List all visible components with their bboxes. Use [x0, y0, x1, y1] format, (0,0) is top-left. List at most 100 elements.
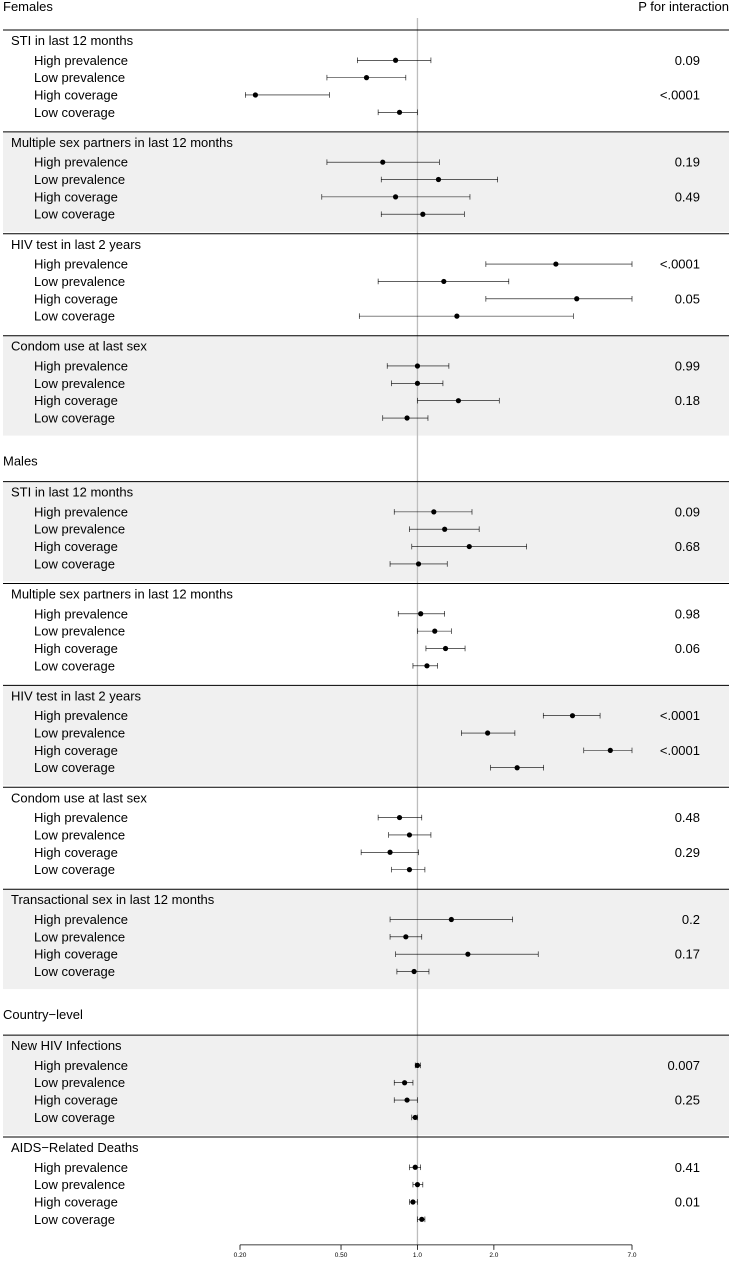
- point-estimate: [569, 713, 576, 719]
- p-value: 0.49: [675, 189, 700, 204]
- section-title: Multiple sex partners in last 12 months: [11, 135, 233, 150]
- row-label: Low prevalence: [34, 522, 125, 537]
- point-estimate: [454, 313, 460, 319]
- point-estimate: [485, 730, 491, 736]
- row-label: Low coverage: [34, 862, 115, 877]
- row-label: Low coverage: [34, 760, 115, 775]
- section-title: Condom use at last sex: [11, 790, 147, 805]
- p-value: 0.09: [675, 504, 700, 519]
- row-label: High coverage: [34, 189, 118, 204]
- point-estimate: [412, 1164, 418, 1170]
- section-title: AIDS−Related Deaths: [11, 1140, 139, 1155]
- point-estimate: [406, 832, 413, 838]
- point-estimate: [442, 645, 449, 652]
- labels: P for interaction Females STI in last 12 …: [3, 0, 729, 1227]
- p-value: 0.99: [675, 358, 700, 373]
- p-value: 0.48: [675, 810, 700, 825]
- point-estimate: [574, 296, 580, 302]
- row-label: Low prevalence: [34, 624, 125, 639]
- row-label: Low prevalence: [34, 1177, 125, 1192]
- x-tick-label: 0.50: [335, 1252, 348, 1259]
- point-estimate: [424, 663, 430, 669]
- p-value: 0.06: [675, 641, 700, 656]
- point-estimate: [406, 867, 413, 873]
- row-label: Low prevalence: [34, 929, 125, 944]
- section-title: STI in last 12 months: [11, 33, 134, 48]
- point-estimate: [414, 1182, 421, 1188]
- point-estimate: [419, 1216, 425, 1222]
- row-label: Low coverage: [34, 411, 115, 426]
- p-value: 0.18: [675, 393, 700, 408]
- row-label: Low prevalence: [34, 274, 125, 289]
- row-label: High coverage: [34, 1194, 118, 1209]
- point-estimate: [415, 561, 422, 567]
- point-estimate: [396, 109, 403, 115]
- p-value: 0.17: [675, 947, 700, 962]
- point-estimate: [387, 849, 393, 855]
- point-estimate: [252, 92, 259, 98]
- p-value: <.0001: [660, 708, 700, 723]
- p-value: 0.007: [667, 1058, 700, 1073]
- row-label: Low prevalence: [34, 726, 125, 741]
- row-label: High coverage: [34, 291, 118, 306]
- row-label: Low coverage: [34, 964, 115, 979]
- point-estimate: [455, 398, 462, 404]
- p-value: 0.19: [675, 155, 700, 170]
- row-label: Low prevalence: [34, 827, 125, 842]
- section-title: HIV test in last 2 years: [11, 688, 142, 703]
- row-label: High prevalence: [34, 358, 128, 373]
- row-label: High coverage: [34, 539, 118, 554]
- p-value: 0.25: [675, 1093, 700, 1108]
- p-interaction-header: P for interaction: [638, 0, 729, 14]
- row-label: Low coverage: [34, 1110, 115, 1125]
- point-estimate: [466, 543, 472, 550]
- row-label: Low coverage: [34, 309, 115, 324]
- point-estimate: [514, 765, 520, 771]
- section-title: Multiple sex partners in last 12 months: [11, 587, 233, 602]
- row-label: High prevalence: [34, 606, 128, 621]
- row-label: High coverage: [34, 87, 118, 102]
- group-title: Females: [3, 0, 53, 14]
- point-estimate: [432, 628, 438, 634]
- row-label: High prevalence: [34, 708, 128, 723]
- point-estimate: [414, 380, 421, 386]
- section-title: New HIV Infections: [11, 1038, 122, 1053]
- point-estimate: [435, 176, 442, 183]
- point-estimate: [392, 194, 399, 200]
- point-estimate: [414, 1062, 421, 1068]
- group-title: Country−level: [3, 1007, 83, 1022]
- row-label: Low coverage: [34, 556, 115, 571]
- row-label: High coverage: [34, 947, 118, 962]
- point-estimate: [420, 211, 426, 217]
- p-value: 0.98: [675, 606, 700, 621]
- p-value: 0.05: [675, 291, 700, 306]
- row-label: Low coverage: [34, 1212, 115, 1227]
- section-title: Transactional sex in last 12 months: [11, 892, 215, 907]
- row-label: High prevalence: [34, 912, 128, 927]
- point-estimate: [418, 611, 424, 617]
- row-label: Low coverage: [34, 207, 115, 222]
- p-value: 0.29: [675, 845, 700, 860]
- row-label: High coverage: [34, 845, 118, 860]
- row-label: High prevalence: [34, 1058, 128, 1073]
- row-label: High coverage: [34, 393, 118, 408]
- point-estimate: [414, 363, 421, 369]
- point-estimate: [363, 75, 370, 81]
- row-label: High coverage: [34, 641, 118, 656]
- p-value: 0.41: [675, 1160, 700, 1175]
- point-estimate: [607, 747, 613, 753]
- section-title: HIV test in last 2 years: [11, 237, 142, 252]
- section-background: [3, 889, 729, 990]
- x-tick-label: 7.0: [627, 1252, 636, 1259]
- row-label: Low prevalence: [34, 172, 125, 187]
- p-value: 0.68: [675, 539, 700, 554]
- point-estimate: [404, 1097, 410, 1103]
- p-value: <.0001: [660, 257, 700, 272]
- p-value: 0.2: [682, 912, 700, 927]
- section-background: [3, 131, 729, 232]
- row-label: High prevalence: [34, 810, 128, 825]
- point-estimate: [380, 159, 386, 165]
- point-estimate: [404, 415, 410, 421]
- point-estimate: [442, 526, 448, 532]
